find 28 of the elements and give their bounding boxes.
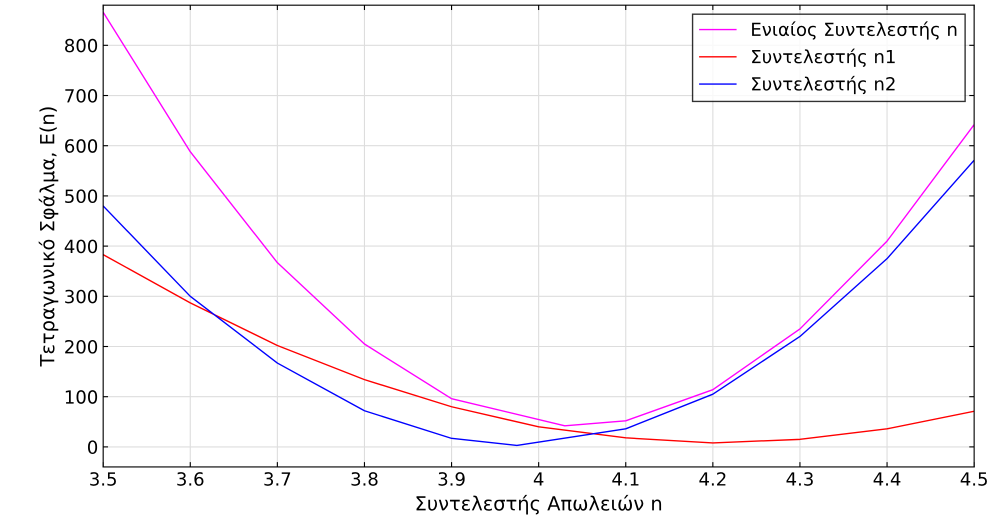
legend-label: Συντελεστής n2 bbox=[752, 76, 895, 94]
x-tick-label: 3.8 bbox=[351, 472, 378, 486]
x-tick-label: 4.2 bbox=[699, 472, 726, 486]
y-tick-label: 800 bbox=[65, 38, 98, 52]
line-series bbox=[103, 254, 974, 444]
y-tick-label: 400 bbox=[64, 240, 98, 254]
x-tick-label: 4.1 bbox=[612, 472, 638, 486]
x-tick-label: 4 bbox=[534, 472, 544, 486]
y-tick-label: 700 bbox=[65, 88, 98, 103]
line-series bbox=[103, 160, 974, 446]
y-tick-label: 300 bbox=[65, 290, 98, 304]
x-tick-label: 3.7 bbox=[264, 472, 290, 486]
line-series bbox=[103, 11, 974, 427]
x-tick-label: 3.5 bbox=[90, 472, 116, 486]
x-axis-title: Συντελεστής Απωλειών n bbox=[416, 494, 662, 515]
y-tick-label: 200 bbox=[65, 340, 98, 354]
y-tick-label: 500 bbox=[65, 189, 98, 204]
x-tick-label: 4.3 bbox=[786, 472, 813, 486]
y-tick-label: 100 bbox=[66, 390, 98, 404]
legend-label: Ενιαίος Συντελεστής n bbox=[752, 21, 956, 40]
y-tick-label: 0 bbox=[88, 440, 98, 454]
x-tick-label: 4.4 bbox=[874, 472, 900, 486]
x-tick-label: 4.5 bbox=[960, 472, 987, 486]
y-axis-title: Τετραγωνικό Σφάλμα, E(n) bbox=[38, 107, 58, 367]
x-tick-label: 3.6 bbox=[177, 472, 204, 486]
legend-label: Συντελεστής n1 bbox=[752, 48, 895, 67]
y-tick-label: 600 bbox=[65, 139, 98, 153]
x-tick-label: 3.9 bbox=[438, 472, 465, 486]
